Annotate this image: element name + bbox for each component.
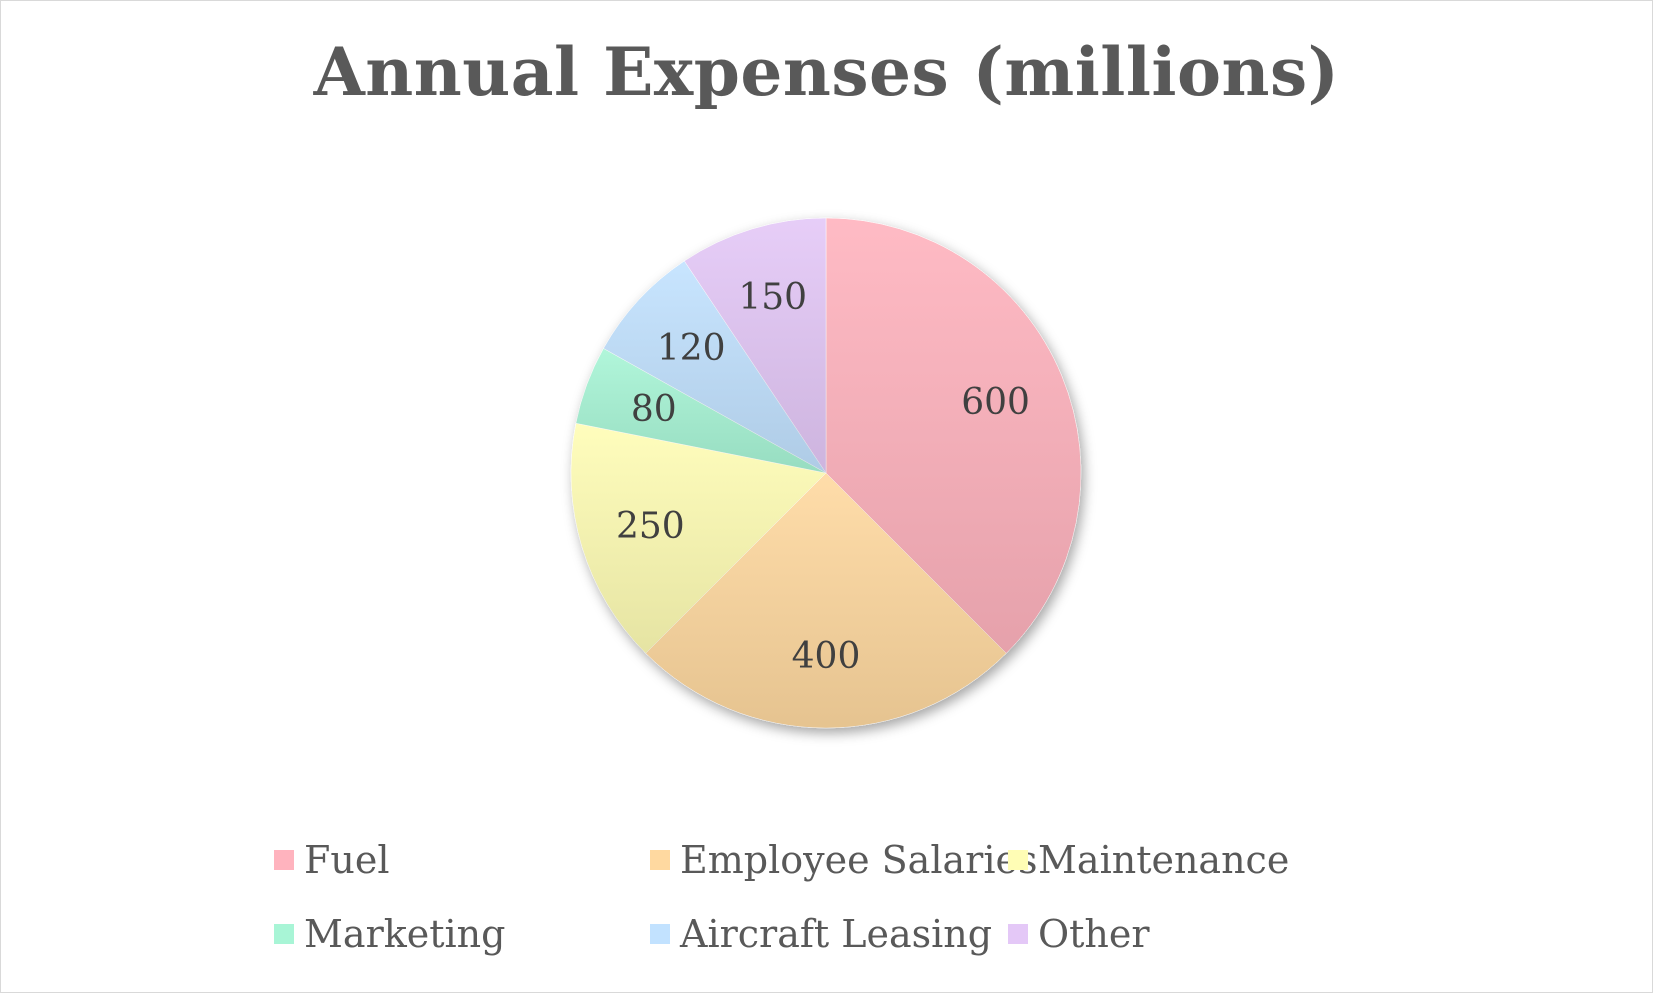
legend-item-fuel: Fuel <box>274 832 389 888</box>
legend-swatch <box>1008 850 1028 870</box>
legend-swatch <box>274 924 294 944</box>
pie-shading <box>571 218 1082 729</box>
legend-label: Aircraft Leasing <box>680 912 993 956</box>
pie-data-labels: 600 400 250 80 120 150 <box>616 277 1030 677</box>
data-label-other: 150 <box>738 277 807 318</box>
legend-label: Employee Salaries <box>680 838 1038 882</box>
pie-slice-shade-employee-salaries <box>645 473 1007 729</box>
legend-item-other: Other <box>1008 906 1150 962</box>
legend-label: Fuel <box>304 838 390 882</box>
legend-item-aircraft-leasing: Aircraft Leasing <box>650 906 992 962</box>
data-label-fuel: 600 <box>961 382 1030 423</box>
pie-slice-shade-marketing <box>575 348 826 473</box>
pie-slice-shade-other <box>684 218 826 473</box>
legend-item-marketing: Marketing <box>274 906 505 962</box>
legend-label: Maintenance <box>1038 838 1290 882</box>
data-label-marketing: 80 <box>631 389 677 430</box>
chart-title: Annual Expenses (millions) <box>313 33 1340 111</box>
pie-slice-shade-fuel <box>826 218 1082 654</box>
legend-item-maintenance: Maintenance <box>1008 832 1289 888</box>
legend-swatch <box>1008 924 1028 944</box>
legend-swatch <box>650 850 670 870</box>
pie-slice-shade-maintenance <box>571 423 826 654</box>
data-label-employee-salaries: 400 <box>792 636 861 677</box>
pie-slice-shade-aircraft-leasing <box>603 260 826 473</box>
legend-label: Other <box>1038 912 1150 956</box>
legend-swatch <box>274 850 294 870</box>
legend-label: Marketing <box>304 912 506 956</box>
legend-item-employee-salaries: Employee Salaries <box>650 832 1037 888</box>
data-label-maintenance: 250 <box>616 506 685 547</box>
data-label-aircraft-leasing: 120 <box>657 328 726 369</box>
legend-swatch <box>650 924 670 944</box>
